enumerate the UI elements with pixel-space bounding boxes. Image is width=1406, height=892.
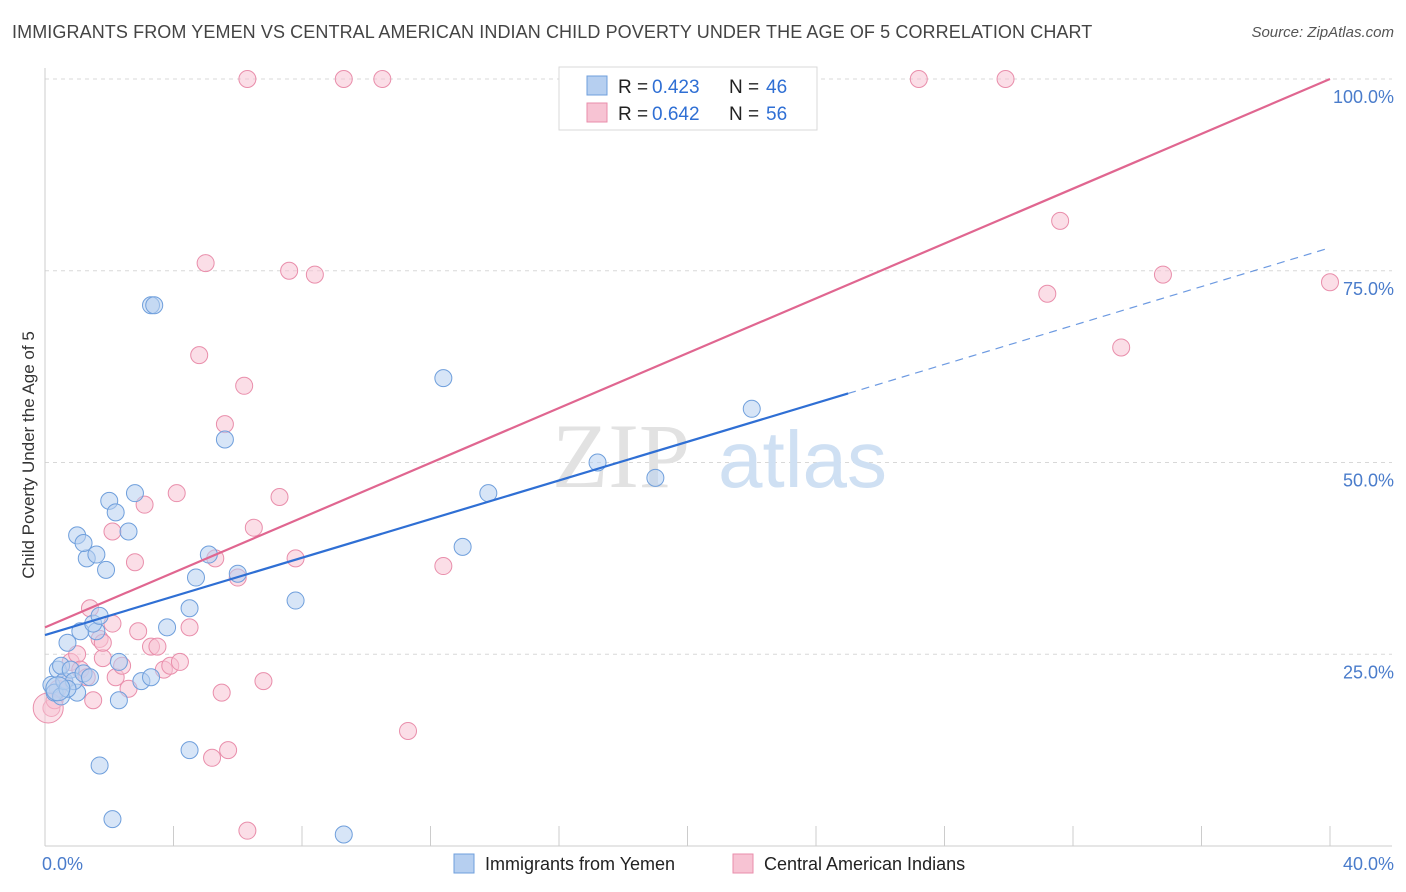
trend-lines bbox=[44, 77, 1331, 637]
data-point bbox=[125, 484, 144, 503]
data-point-cluster bbox=[45, 676, 71, 702]
legend-blue-n-value: 46 bbox=[766, 77, 787, 98]
legend-bottom-pink-swatch bbox=[732, 853, 754, 874]
data-point bbox=[106, 503, 125, 522]
legend-blue-n-label: N = bbox=[729, 77, 759, 98]
data-point bbox=[158, 618, 177, 637]
data-point bbox=[167, 484, 186, 503]
x-tick-label: 0.0% bbox=[42, 854, 83, 874]
x-tick-label: 40.0% bbox=[1343, 854, 1394, 874]
legend-blue-swatch bbox=[586, 75, 608, 96]
data-point bbox=[129, 622, 148, 641]
data-point bbox=[125, 553, 144, 572]
legend-bottom-blue-swatch bbox=[453, 853, 475, 874]
data-point bbox=[215, 430, 234, 449]
data-point bbox=[373, 70, 392, 88]
data-point bbox=[97, 560, 116, 579]
data-point bbox=[1321, 273, 1339, 292]
legend-series: Immigrants from Yemen Central American I… bbox=[453, 853, 965, 874]
series-immigrants-from-yemen bbox=[42, 296, 761, 844]
trend-line-yemen-extension bbox=[847, 247, 1331, 395]
trend-line-yemen bbox=[44, 392, 849, 637]
data-point bbox=[190, 346, 209, 365]
legend-bottom-blue-label: Immigrants from Yemen bbox=[485, 854, 675, 874]
chart-title: IMMIGRANTS FROM YEMEN VS CENTRAL AMERICA… bbox=[12, 22, 1093, 42]
data-point bbox=[238, 821, 257, 840]
y-axis-label: Child Poverty Under the Age of 5 bbox=[19, 331, 38, 579]
data-point bbox=[180, 618, 199, 637]
legend-pink-n-value: 56 bbox=[766, 104, 787, 125]
data-point bbox=[180, 741, 199, 760]
data-point bbox=[203, 748, 222, 767]
data-point bbox=[235, 376, 254, 395]
data-point bbox=[170, 652, 189, 671]
data-point bbox=[238, 70, 257, 88]
data-point bbox=[646, 468, 665, 487]
legend-pink-n-label: N = bbox=[729, 104, 759, 125]
legend-bottom-pink-label: Central American Indians bbox=[764, 854, 965, 874]
data-point bbox=[434, 369, 453, 388]
data-point bbox=[286, 549, 305, 568]
legend-blue-r-label: R = bbox=[618, 77, 648, 98]
data-point bbox=[305, 265, 324, 284]
data-point bbox=[180, 599, 199, 618]
data-point bbox=[270, 488, 289, 507]
data-point bbox=[87, 545, 106, 564]
data-point bbox=[212, 683, 231, 702]
legend-pink-swatch bbox=[586, 102, 608, 123]
data-point bbox=[215, 415, 234, 434]
watermark: ZIP atlas bbox=[552, 405, 887, 507]
data-point bbox=[453, 537, 472, 556]
data-point bbox=[280, 261, 299, 280]
legend-blue-r-value: 0.423 bbox=[652, 77, 700, 98]
data-point bbox=[90, 756, 109, 775]
data-point bbox=[399, 721, 418, 740]
data-point bbox=[145, 296, 164, 315]
data-point bbox=[103, 810, 122, 829]
data-point bbox=[334, 70, 353, 88]
data-point bbox=[58, 633, 77, 652]
data-point bbox=[103, 522, 122, 541]
legend-pink-r-value: 0.642 bbox=[652, 104, 700, 125]
data-point bbox=[1038, 284, 1057, 303]
data-point bbox=[244, 518, 263, 537]
data-point bbox=[80, 668, 99, 687]
data-point bbox=[286, 591, 305, 610]
data-point bbox=[74, 534, 93, 553]
trend-line-central-american-indians bbox=[44, 77, 1331, 629]
data-point bbox=[135, 495, 154, 514]
data-point bbox=[1051, 211, 1070, 230]
watermark-zip: ZIP bbox=[552, 405, 690, 507]
data-point bbox=[219, 741, 238, 760]
data-point bbox=[196, 254, 215, 273]
data-point bbox=[148, 637, 167, 656]
data-point bbox=[142, 668, 161, 687]
data-point bbox=[334, 825, 353, 844]
data-point bbox=[434, 557, 453, 576]
legend-pink-r-label: R = bbox=[618, 104, 648, 125]
data-point bbox=[84, 691, 103, 710]
data-point bbox=[109, 652, 128, 671]
data-point bbox=[119, 522, 138, 541]
data-point bbox=[742, 399, 761, 418]
data-point bbox=[1153, 265, 1172, 284]
tick-labels: 25.0% 50.0% 75.0% 100.0% 0.0% 40.0% bbox=[42, 87, 1394, 874]
data-point bbox=[909, 70, 928, 88]
y-tick-label: 50.0% bbox=[1343, 471, 1394, 491]
data-point bbox=[1112, 338, 1131, 357]
y-tick-label: 25.0% bbox=[1343, 662, 1394, 682]
gridlines bbox=[45, 78, 1392, 655]
y-tick-label: 100.0% bbox=[1333, 87, 1394, 107]
data-point bbox=[996, 70, 1015, 88]
y-tick-label: 75.0% bbox=[1343, 279, 1394, 299]
data-point bbox=[186, 568, 205, 587]
data-point bbox=[109, 691, 128, 710]
source-credit: Source: ZipAtlas.com bbox=[1251, 24, 1394, 41]
watermark-atlas: atlas bbox=[718, 415, 887, 504]
data-point bbox=[254, 672, 273, 691]
data-point bbox=[93, 649, 112, 668]
legend-stats: R = 0.423 N = 46 R = 0.642 N = 56 bbox=[558, 66, 818, 131]
